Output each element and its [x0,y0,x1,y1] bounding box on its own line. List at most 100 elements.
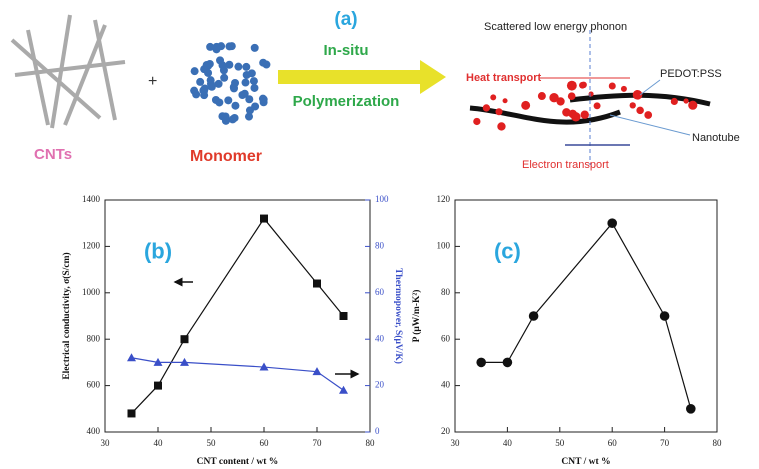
x-tick-label: 40 [154,438,164,448]
monomer-dot [216,56,224,64]
x-tick-label: 80 [366,438,376,448]
polymer-dot [581,111,589,119]
monomer-dot [238,91,246,99]
polymer-label: PEDOT:PSS [660,68,722,80]
monomer-dot [250,84,258,92]
polymer-dot [630,102,636,108]
cnt [28,30,48,125]
marker [340,312,348,320]
polymer-dot [684,98,689,103]
polymer-dot [538,92,546,100]
cnt [15,62,125,75]
polymer-dot [497,122,505,130]
x-tick-label: 50 [555,438,565,448]
monomer-dot [190,87,198,95]
polymer-dot [636,107,644,115]
polymer-dot [609,83,616,90]
monomer-dot [201,84,209,92]
figure: CNTs + Monomer (a) In-situ Polymerizatio… [0,0,759,469]
y-tick-label: 120 [437,194,451,204]
monomer-dot [225,61,233,69]
monomer-dot [250,77,258,85]
y2-axis-label: Thermopower, S(μV/K) [393,268,404,364]
polymer-dot [483,104,490,111]
y2-tick-label: 60 [375,287,385,297]
marker [660,311,670,321]
monomer-cluster [190,42,270,125]
polymer-dot [490,94,496,100]
polymer-dot [521,101,530,110]
polymer-dot [671,98,678,105]
y-tick-label: 400 [87,426,101,436]
x-tick-label: 80 [713,438,723,448]
monomer-dot [191,67,199,75]
polymer-dot [589,91,594,96]
electron-label: Electron transport [522,159,609,171]
x-tick-label: 50 [207,438,217,448]
monomer-dot [206,43,214,51]
cnt [95,20,115,120]
monomer-dot [204,69,212,77]
y-tick-label: 80 [441,287,451,297]
y2-tick-label: 0 [375,426,380,436]
monomer-dot [259,59,267,67]
panel-label: (c) [494,239,521,264]
monomer-label: Monomer [190,148,262,165]
marker [686,404,696,414]
y-tick-label: 100 [437,240,451,250]
y-tick-label: 1200 [82,240,101,250]
monomer-dot [231,102,239,110]
x-axis-label: CNT content / wt % [197,457,279,467]
marker [476,358,486,368]
monomer-dot [215,80,223,88]
y2-tick-label: 40 [375,333,385,343]
polymer-dot [690,103,696,109]
y2-tick-label: 80 [375,240,385,250]
polymer-dot [567,81,577,91]
monomer-dot [234,63,242,71]
polymer-dot [644,111,652,119]
polymer-dot [594,102,601,109]
x-tick-label: 70 [660,438,670,448]
phonon-label: Scattered low energy phonon [484,21,627,33]
panel-label: (b) [144,239,172,264]
cnt-bundle [12,15,125,128]
marker [529,311,539,321]
monomer-dot [245,95,253,103]
y-axis-label: P (μW/m-K²) [411,290,422,343]
marker [128,409,136,417]
marker [313,280,321,288]
monomer-dot [217,42,225,50]
plus-sign: + [148,73,157,90]
y-tick-label: 40 [441,380,451,390]
monomer-dot [251,102,259,110]
y-tick-label: 600 [87,380,101,390]
line [132,358,344,390]
reaction-arrow [278,60,446,94]
marker [181,335,189,343]
y-tick-label: 20 [441,426,451,436]
polymer-dot [556,97,564,105]
polymer-dot [568,110,577,119]
monomer-dot [225,42,233,50]
panel-label: (a) [334,9,357,30]
polymer-dot [473,118,480,125]
y-tick-label: 1400 [82,194,101,204]
marker [339,386,348,394]
polymer-dot [568,92,576,100]
nanotube-label: Nanotube [692,132,740,144]
pointer [640,80,660,95]
y-tick-label: 60 [441,333,451,343]
y2-tick-label: 100 [375,194,389,204]
polymer-dot [495,108,502,115]
monomer-dot [242,63,250,71]
y2-tick-label: 20 [375,380,385,390]
x-tick-label: 30 [101,438,111,448]
monomer-dot [224,96,232,104]
monomer-dot [196,78,204,86]
plot-frame [105,200,370,432]
polymer-dot [503,98,508,103]
monomer-dot [251,44,259,52]
marker [260,215,268,223]
marker [154,382,162,390]
